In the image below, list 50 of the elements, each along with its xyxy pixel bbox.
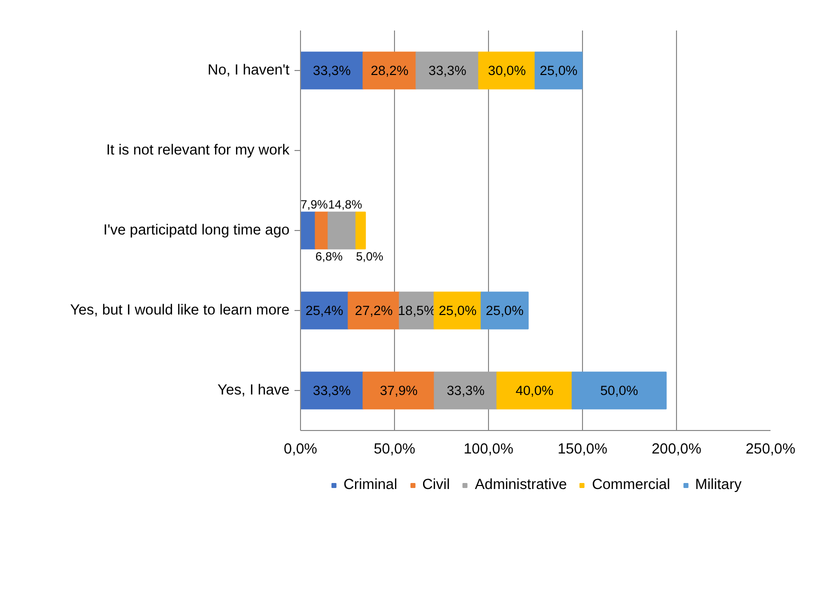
data-label: 27,2% (354, 303, 393, 318)
data-label: 25,4% (305, 303, 344, 318)
data-label: 33,3% (428, 63, 466, 78)
bar (362, 372, 435, 410)
y-tick-label: Yes, I have (218, 382, 290, 398)
x-tick-label: 250,0% (746, 442, 796, 458)
bar (348, 292, 400, 330)
data-label: 5,0% (356, 250, 384, 264)
x-tick-label: 150,0% (558, 442, 608, 458)
bar (496, 372, 573, 410)
data-label: 25,0% (486, 303, 524, 318)
legend-label: Civil (422, 477, 450, 493)
bar (362, 52, 417, 90)
data-label: 28,2% (370, 63, 409, 78)
bar (534, 52, 583, 90)
data-label: 14,8% (328, 197, 362, 212)
data-label: 33,3% (312, 383, 351, 398)
x-tick-label: 100,0% (464, 442, 514, 458)
bar (572, 372, 667, 410)
x-tick-label: 50,0% (374, 442, 416, 458)
data-label: 37,9% (380, 383, 418, 398)
legend-label: Criminal (343, 477, 398, 493)
data-label: 40,0% (516, 383, 554, 398)
bar (314, 212, 329, 250)
y-tick-label: No, I haven't (208, 62, 290, 78)
bar (300, 372, 364, 410)
bar (328, 212, 356, 250)
bar (300, 212, 316, 250)
data-label: 30,0% (488, 63, 526, 78)
y-tick-label: Yes, but I would like to learn more (70, 302, 290, 318)
x-tick-label: 200,0% (652, 442, 702, 458)
legend-label: Military (695, 477, 742, 493)
y-tick-label: It is not relevant for my work (106, 142, 290, 158)
x-tick-label: 0,0% (284, 442, 318, 458)
bar (355, 212, 366, 250)
y-tick-label: I've participatd long time ago (103, 222, 290, 238)
data-label: 7,9% (300, 197, 328, 212)
data-label: 25,0% (540, 63, 578, 78)
data-label: 33,3% (312, 63, 351, 78)
bar (416, 52, 480, 90)
data-label: 50,0% (600, 383, 638, 398)
data-label: 25,0% (438, 303, 477, 318)
data-label: 6,8% (315, 250, 344, 264)
bar (434, 372, 498, 410)
bar (480, 292, 529, 330)
legend-label: Commercial (592, 477, 670, 493)
data-label: 33,3% (446, 383, 485, 398)
bar (300, 52, 364, 90)
bar (478, 52, 536, 90)
legend-label: Administrative (474, 477, 567, 493)
